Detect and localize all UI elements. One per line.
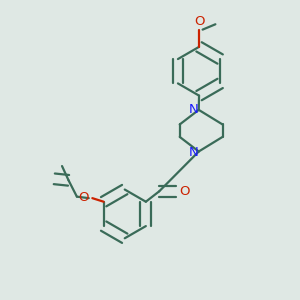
Text: N: N: [188, 146, 198, 159]
Text: O: O: [179, 185, 190, 198]
Text: N: N: [188, 103, 198, 116]
Text: O: O: [194, 15, 204, 28]
Text: O: O: [78, 191, 89, 204]
